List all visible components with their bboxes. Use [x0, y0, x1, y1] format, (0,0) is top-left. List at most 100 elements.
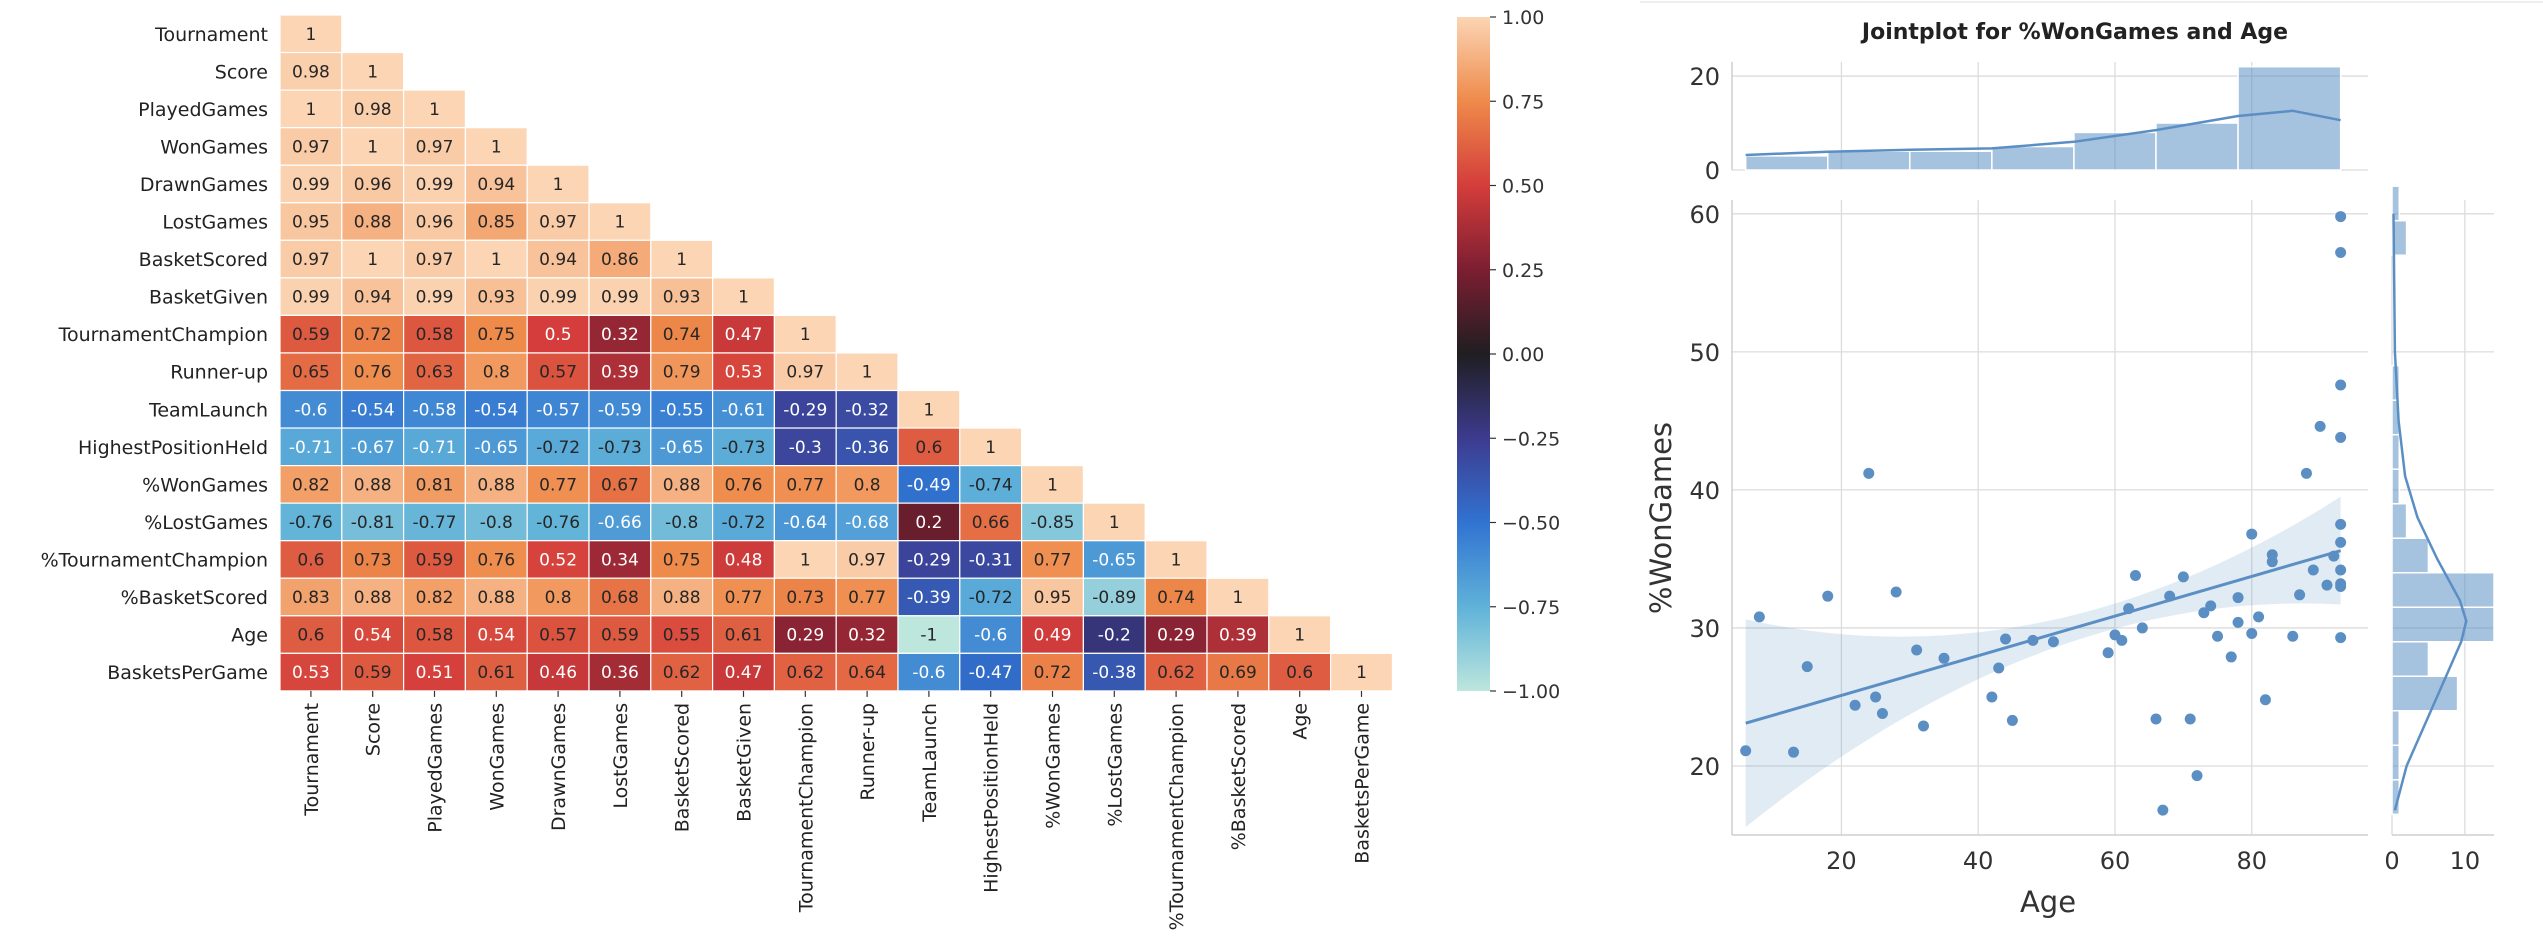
cell-value: 0.62 — [1157, 663, 1195, 683]
jointplot-xlabel: Age — [2020, 885, 2076, 919]
heatmap-cell — [1020, 652, 1084, 692]
scatter-point — [1917, 720, 1929, 732]
cell-value: 0.52 — [539, 550, 577, 570]
cell-value: 1 — [923, 400, 934, 420]
regression-line — [1745, 549, 2342, 725]
scatter-point — [2294, 589, 2306, 601]
cell-value: -0.36 — [845, 438, 889, 458]
heatmap-cell — [588, 389, 652, 429]
cell-value: 0.95 — [1034, 588, 1072, 608]
cell-value: -0.66 — [598, 513, 642, 533]
y-tick-label: 20 — [1689, 753, 1720, 781]
heatmap-cell — [464, 427, 528, 467]
cell-value: 0.34 — [601, 550, 639, 570]
cell-value: 0.8 — [545, 588, 572, 608]
column-label: TeamLaunch — [919, 703, 941, 823]
cell-value: 0.29 — [786, 626, 824, 646]
cell-value: 0.75 — [477, 325, 515, 345]
heatmap-cell — [526, 202, 590, 241]
cell-value: -0.3 — [789, 438, 822, 458]
jointplot-title: Jointplot for %WonGames and Age — [1860, 20, 2288, 45]
cell-value: 1 — [614, 213, 625, 233]
cell-value: 0.96 — [416, 213, 454, 233]
heatmap-cell — [711, 652, 775, 692]
cell-value: 0.99 — [292, 175, 330, 195]
marginal-y-bar — [2391, 606, 2495, 643]
scatter-point — [1801, 661, 1813, 673]
heatmap-cell — [341, 164, 405, 204]
scatter-point — [2205, 600, 2217, 612]
heatmap-cell — [588, 577, 652, 617]
cell-value: 1 — [800, 325, 811, 345]
colorbar-tick-label: 1.00 — [1502, 7, 1544, 29]
heatmap-cell — [588, 615, 652, 654]
marginal-x-bar — [1744, 155, 1829, 171]
marginal-x-bar — [2073, 131, 2157, 171]
marginal-y-bar — [2391, 710, 2401, 747]
cell-value: 0.83 — [292, 588, 330, 608]
scatter-point — [2300, 467, 2312, 479]
heatmap-cell — [588, 314, 652, 354]
heatmap-cell — [341, 239, 405, 279]
heatmap-cell — [1082, 615, 1146, 654]
marginal-x-bar — [2237, 65, 2342, 171]
cell-value: 0.88 — [477, 588, 515, 608]
marginal-x-bar — [1826, 150, 1911, 171]
column-label: %TournamentChampion — [1166, 703, 1188, 930]
heatmap-cell — [959, 615, 1023, 654]
heatmap-cell — [1144, 540, 1208, 579]
column-label: WonGames — [486, 703, 508, 811]
cell-value: 0.65 — [292, 363, 330, 383]
cell-value: 0.97 — [848, 550, 886, 570]
cell-value: 0.5 — [545, 325, 572, 345]
heatmap-cell — [897, 427, 961, 467]
cell-value: -0.29 — [907, 550, 951, 570]
heatmap-cell — [464, 164, 528, 204]
column-label: HighestPositionHeld — [981, 703, 1003, 893]
cell-value: -0.74 — [969, 475, 1013, 495]
heatmap-cell — [711, 577, 775, 617]
heatmap-cell — [526, 540, 590, 579]
scatter-point — [2328, 550, 2340, 562]
cell-value: 0.88 — [477, 475, 515, 495]
cell-value: 0.93 — [477, 288, 515, 308]
heatmap-cell — [959, 427, 1023, 467]
heatmap-cell — [897, 502, 961, 542]
marginal-y-bar — [2391, 640, 2430, 678]
heatmap-cell — [773, 427, 837, 467]
cell-value: 1 — [676, 250, 687, 270]
cell-value: -0.39 — [907, 588, 951, 608]
row-label: PlayedGames — [138, 99, 268, 121]
cell-value: 0.81 — [416, 475, 454, 495]
heatmap-cell — [464, 314, 528, 354]
cell-value: 1 — [985, 438, 996, 458]
scatter-point — [2259, 694, 2271, 706]
cell-value: 0.99 — [539, 288, 577, 308]
cell-value: 1 — [491, 250, 502, 270]
heatmap-cell — [341, 577, 405, 617]
heatmap-cell — [403, 615, 467, 654]
cell-value: 1 — [738, 288, 749, 308]
scatter-plot-area — [1732, 200, 2368, 835]
marginal-y-bar — [2391, 502, 2408, 539]
heatmap-cell — [341, 615, 405, 654]
heatmap-cell — [897, 465, 961, 504]
cell-value: 0.32 — [848, 626, 886, 646]
cell-value: 0.95 — [292, 213, 330, 233]
column-label: TournamentChampion — [795, 703, 817, 913]
column-label: %LostGames — [1104, 703, 1126, 827]
cell-value: -0.71 — [413, 438, 457, 458]
heatmap-cell — [1020, 615, 1084, 654]
colorbar-tick-label: −0.75 — [1502, 597, 1560, 619]
row-label: %BasketScored — [121, 587, 268, 609]
cell-value: -0.32 — [845, 400, 889, 420]
heatmap-cell — [959, 577, 1023, 617]
cell-value: 1 — [1294, 626, 1305, 646]
heatmap-cell — [279, 239, 343, 279]
heatmap-cell — [279, 577, 343, 617]
scatter-point — [2000, 633, 2012, 645]
cell-value: -0.64 — [783, 513, 827, 533]
heatmap-cell — [897, 615, 961, 654]
heatmap-cell — [403, 540, 467, 579]
cell-value: 0.57 — [539, 363, 577, 383]
